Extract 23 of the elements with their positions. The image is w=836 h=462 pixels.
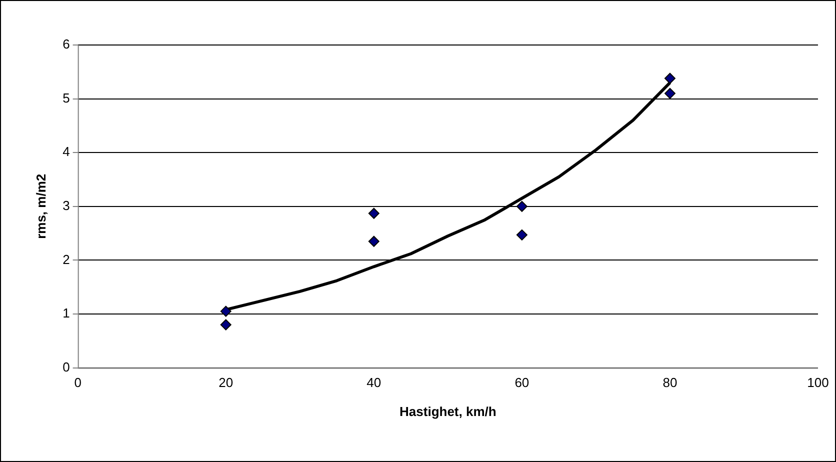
point [516, 229, 528, 240]
y-tick-label: 1 [62, 306, 70, 321]
x-tick-label: 40 [366, 375, 382, 390]
y-tick-label: 2 [62, 252, 70, 267]
y-tick-label: 0 [62, 359, 70, 374]
point [664, 72, 676, 84]
point [516, 200, 528, 212]
point [220, 306, 232, 317]
x-tick-label: 80 [662, 375, 678, 390]
y-tick-label: 4 [62, 144, 70, 160]
x-tick-label: 20 [218, 375, 234, 390]
point [664, 88, 676, 99]
point [220, 319, 232, 330]
y-tick-label: 5 [62, 90, 70, 106]
point [368, 208, 380, 219]
x-tick-label: 60 [514, 375, 530, 390]
x-tick-label: 100 [807, 375, 829, 390]
point [368, 236, 380, 247]
x-axis-title: Hastighet, km/h [400, 404, 496, 419]
y-tick-label: 3 [62, 198, 70, 213]
y-tick-label: 6 [62, 36, 70, 52]
x-tick-label: 0 [74, 375, 82, 390]
y-axis-title: rms, m/m2 [33, 174, 48, 239]
